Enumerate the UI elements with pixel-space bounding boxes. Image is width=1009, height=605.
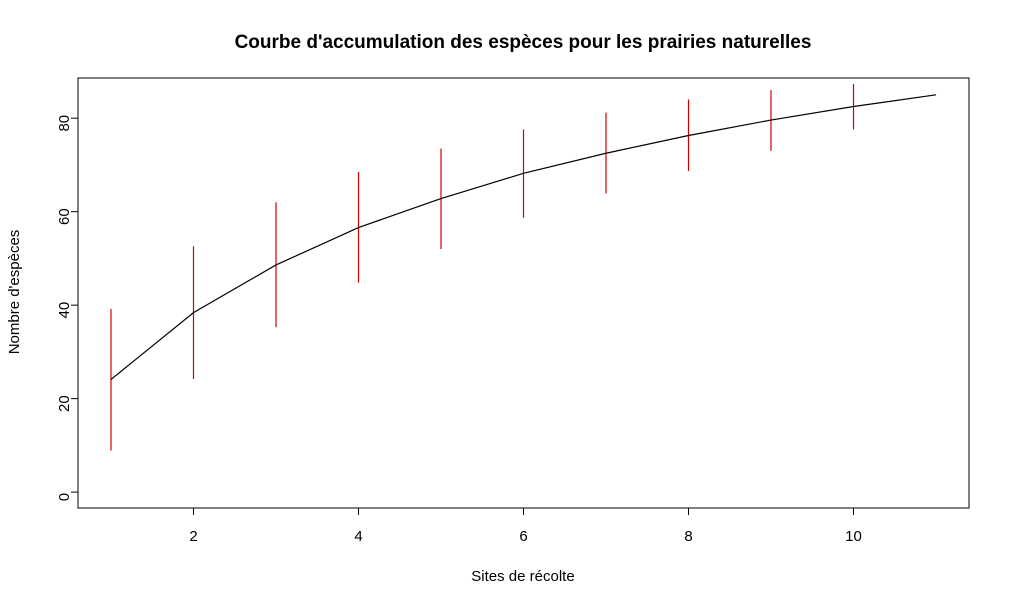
y-tick-label: 20 <box>56 395 73 412</box>
chart-title: Courbe d'accumulation des espèces pour l… <box>235 32 812 53</box>
x-tick-label: 10 <box>845 528 862 545</box>
x-tick-label: 8 <box>684 528 692 545</box>
y-tick-label: 80 <box>56 115 73 132</box>
series-lines <box>110 94 937 380</box>
y-axis-label: Nombre d'espèces <box>6 230 23 355</box>
x-tick-label: 4 <box>354 528 362 545</box>
x-tick-label: 2 <box>189 528 197 545</box>
error-bars <box>110 84 855 451</box>
y-tick-label: 60 <box>56 208 73 225</box>
accumulation-curve <box>110 94 937 380</box>
x-tick-label: 6 <box>519 528 527 545</box>
x-axis: 2 4 6 8 10 <box>189 507 862 545</box>
x-axis-label: Sites de récolte <box>471 568 574 585</box>
y-tick-label: 0 <box>56 493 73 501</box>
y-tick-label: 40 <box>56 302 73 319</box>
y-axis: 0 20 40 60 80 <box>56 115 79 501</box>
